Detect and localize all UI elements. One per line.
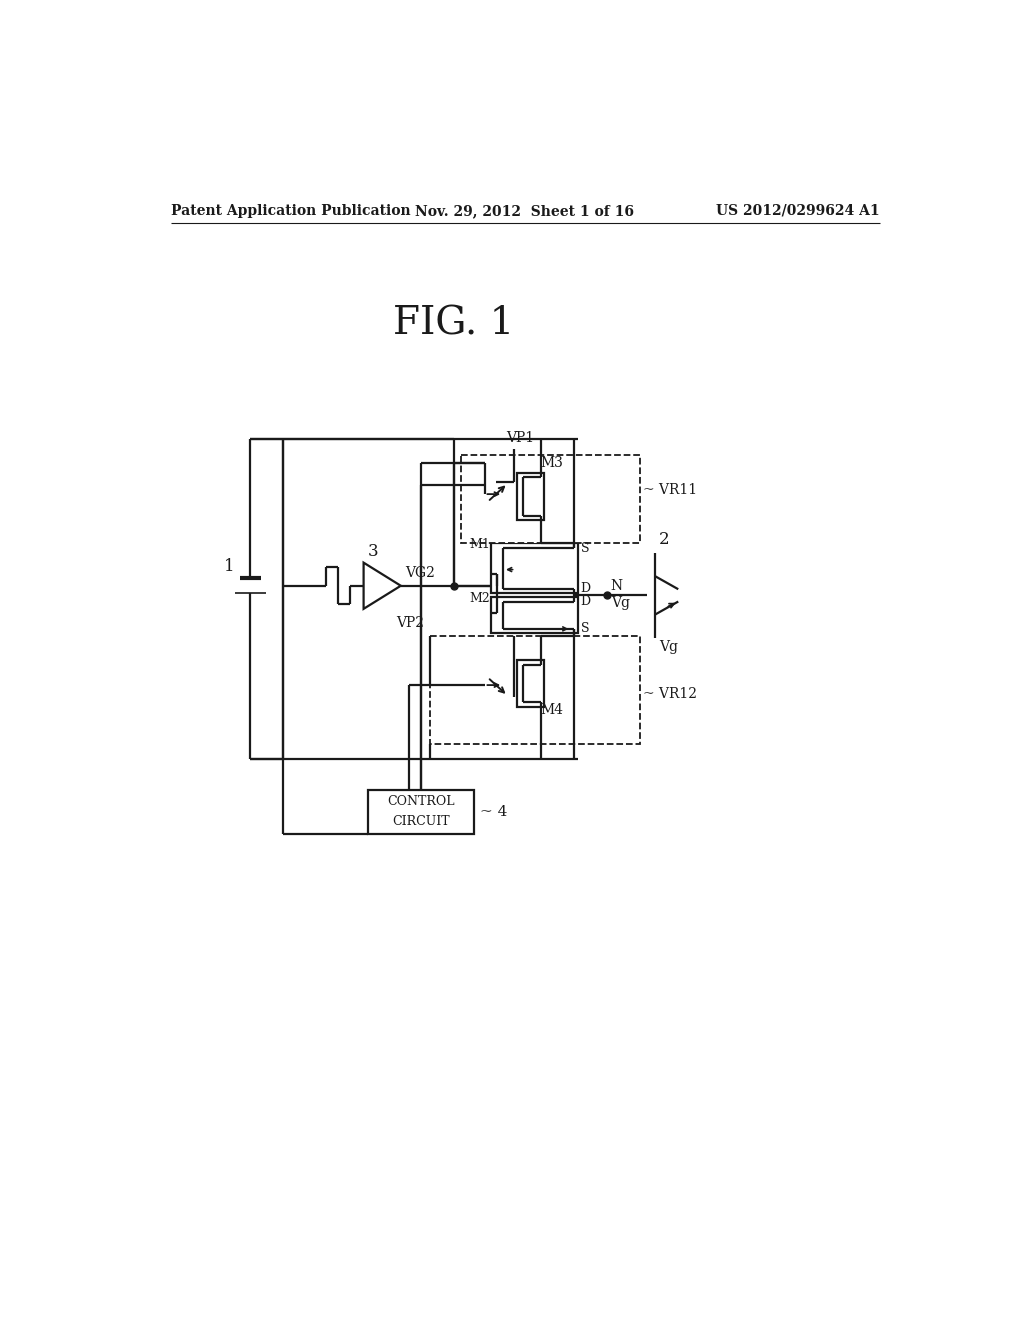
Text: 1: 1	[223, 558, 234, 576]
Text: ~ 4: ~ 4	[480, 805, 507, 820]
Text: Patent Application Publication: Patent Application Publication	[171, 203, 411, 218]
Text: CONTROL: CONTROL	[387, 795, 455, 808]
Text: D: D	[581, 595, 591, 609]
Text: US 2012/0299624 A1: US 2012/0299624 A1	[716, 203, 880, 218]
Bar	[430, 636, 640, 743]
Text: 3: 3	[368, 544, 378, 561]
Text: Vg: Vg	[658, 640, 678, 653]
Text: Vg: Vg	[611, 597, 630, 610]
Text: D: D	[581, 582, 591, 595]
Bar	[490, 597, 578, 634]
Bar	[461, 455, 640, 544]
Text: M2: M2	[469, 593, 489, 606]
Text: M3: M3	[541, 457, 563, 470]
Text: ~ VR12: ~ VR12	[643, 686, 697, 701]
Text: VP1: VP1	[506, 430, 535, 445]
Bar	[490, 544, 578, 594]
Text: S: S	[581, 622, 589, 635]
Text: VP2: VP2	[396, 616, 424, 631]
Bar	[369, 789, 474, 834]
Text: 2: 2	[658, 531, 670, 548]
Text: ~ VR11: ~ VR11	[643, 483, 697, 496]
Text: VG2: VG2	[404, 566, 434, 581]
Text: N: N	[611, 579, 623, 593]
Text: S: S	[581, 541, 589, 554]
Bar	[517, 473, 544, 520]
Bar	[517, 660, 544, 706]
Text: M4: M4	[541, 704, 563, 718]
Text: FIG. 1: FIG. 1	[393, 305, 514, 342]
Text: Nov. 29, 2012  Sheet 1 of 16: Nov. 29, 2012 Sheet 1 of 16	[416, 203, 634, 218]
Text: CIRCUIT: CIRCUIT	[392, 814, 450, 828]
Text: M1: M1	[469, 539, 489, 552]
